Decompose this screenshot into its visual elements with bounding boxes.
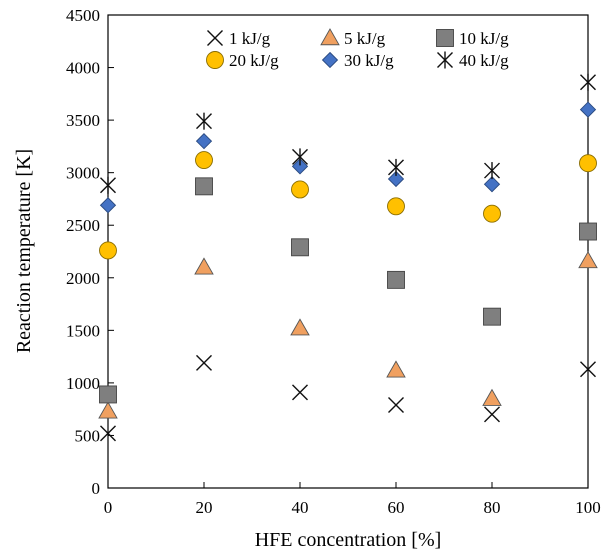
y-tick-label: 1500 xyxy=(66,321,100,340)
y-axis-ticks: 0 500 1000 1500 2000 2500 3000 3500 4000 4500 xyxy=(66,6,114,498)
series-30-kj-g xyxy=(99,101,597,214)
y-tick-label: 500 xyxy=(75,426,101,445)
legend-marker xyxy=(206,51,224,69)
y-axis-title: Reaction temperature [K] xyxy=(13,149,35,353)
x-tick-label: 40 xyxy=(292,498,309,517)
legend-entry: 40 kJ/g xyxy=(437,51,509,70)
legend-marker xyxy=(207,30,223,46)
data-point xyxy=(580,73,596,91)
y-tick-label: 3000 xyxy=(66,164,100,183)
legend-label: 40 kJ/g xyxy=(459,51,509,70)
legend-entry: 30 kJ/g xyxy=(321,51,394,70)
series-1-kj-g xyxy=(100,354,596,442)
data-point xyxy=(579,154,597,173)
y-tick-label: 4000 xyxy=(66,59,100,78)
legend-entry: 1 kJ/g xyxy=(207,29,271,48)
x-tick-label: 20 xyxy=(196,498,213,517)
legend-entry: 20 kJ/g xyxy=(206,51,279,70)
series-20-kj-g xyxy=(99,151,597,260)
data-points xyxy=(98,73,598,442)
data-point xyxy=(579,222,597,241)
legend-marker xyxy=(320,28,340,46)
legend-marker xyxy=(436,29,454,47)
y-tick-label: 3500 xyxy=(66,111,100,130)
y-tick-label: 0 xyxy=(92,479,101,498)
series-5-kj-g xyxy=(98,251,598,419)
y-tick-label: 4500 xyxy=(66,6,100,25)
data-point xyxy=(388,396,404,413)
data-point xyxy=(291,180,309,199)
x-tick-label: 0 xyxy=(104,498,113,517)
legend-marker xyxy=(321,51,339,69)
legend-entry: 10 kJ/g xyxy=(436,29,509,48)
data-point xyxy=(386,360,406,378)
y-tick-label: 2000 xyxy=(66,269,100,288)
data-point xyxy=(388,158,404,176)
data-point xyxy=(387,170,405,188)
data-point xyxy=(99,385,117,404)
series-10-kj-g xyxy=(99,177,597,404)
legend: 1 kJ/g 5 kJ/g 10 kJ/g 20 kJ/g 30 kJ/g 40 kJ/g xyxy=(206,28,509,70)
y-tick-label: 1000 xyxy=(66,374,100,393)
data-point xyxy=(291,158,309,175)
data-point xyxy=(387,270,405,289)
data-point xyxy=(196,112,212,130)
legend-label: 10 kJ/g xyxy=(459,29,509,48)
data-point xyxy=(98,401,118,419)
x-tick-label: 60 xyxy=(388,498,405,517)
data-point xyxy=(290,318,310,336)
x-axis-title: HFE concentration [%] xyxy=(255,529,442,551)
data-point xyxy=(387,197,405,216)
data-point xyxy=(292,384,308,401)
data-point xyxy=(484,162,500,180)
series-40-kj-g xyxy=(100,73,596,194)
data-point xyxy=(580,361,596,378)
data-point xyxy=(482,388,502,406)
legend-label: 20 kJ/g xyxy=(229,51,279,70)
x-tick-label: 100 xyxy=(575,498,601,517)
legend-label: 30 kJ/g xyxy=(344,51,394,70)
data-point xyxy=(99,197,117,214)
data-point xyxy=(483,204,501,223)
data-point xyxy=(100,176,116,194)
data-point xyxy=(195,132,213,150)
legend-label: 5 kJ/g xyxy=(344,29,386,48)
data-point xyxy=(100,425,116,442)
data-point xyxy=(483,307,501,326)
x-tick-label: 80 xyxy=(484,498,501,517)
plot-area xyxy=(107,14,589,489)
data-point xyxy=(483,176,501,193)
x-axis-ticks: 0 20 40 60 80 100 xyxy=(104,482,601,517)
data-point xyxy=(195,177,213,196)
legend-marker xyxy=(437,51,453,69)
data-point xyxy=(195,151,213,170)
data-point xyxy=(292,148,308,166)
data-point xyxy=(579,101,597,118)
data-point xyxy=(291,238,309,257)
data-point xyxy=(484,406,500,423)
legend-label: 1 kJ/g xyxy=(229,29,271,48)
legend-entry: 5 kJ/g xyxy=(320,28,386,48)
data-point xyxy=(578,251,598,269)
data-point xyxy=(196,354,212,371)
data-point xyxy=(194,257,214,275)
data-point xyxy=(99,241,117,260)
y-tick-label: 2500 xyxy=(66,216,100,235)
